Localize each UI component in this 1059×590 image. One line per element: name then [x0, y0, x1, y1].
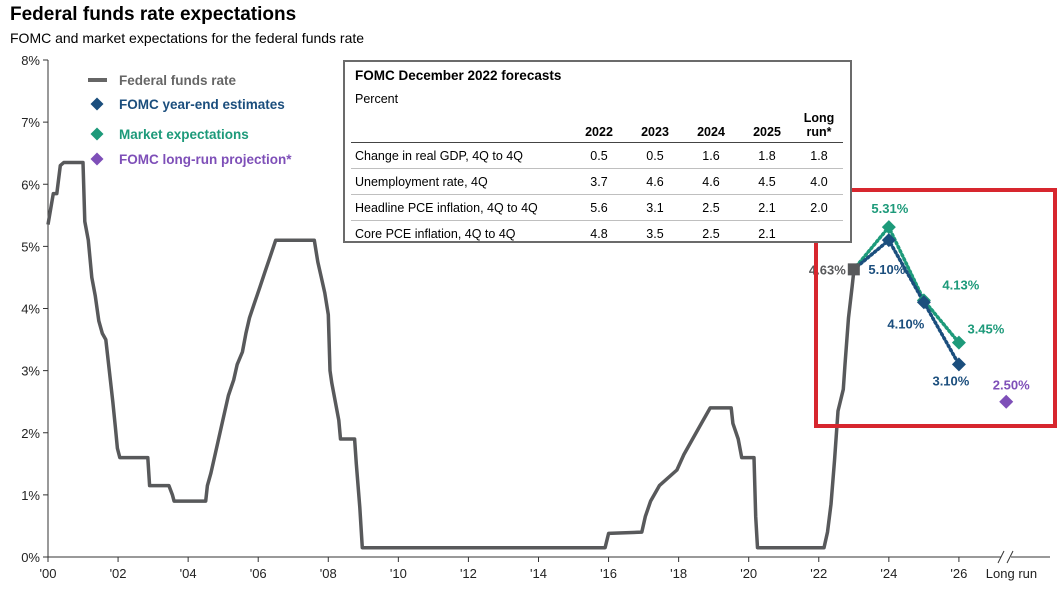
- table-cell: 0.5: [571, 142, 627, 169]
- table-cell: 3.5: [646, 226, 664, 241]
- market-expectation-label: 4.13%: [942, 277, 979, 292]
- table-header-cell: 2024: [683, 109, 739, 143]
- x-tick-label: '02: [110, 566, 127, 581]
- table-title: FOMC December 2022 forecasts: [355, 68, 562, 83]
- plot-area: 4.63% 5.10% 4.10% 3.10% 5.31% 4.13% 3.45% 2.50%: [46, 160, 1030, 550]
- table-cell: 2.5: [683, 194, 739, 221]
- forecast-table: 2022 2023 2024 2025 Long run* Change in …: [351, 109, 843, 246]
- table-cell: 2.0: [795, 194, 843, 221]
- y-tick-label: 0%: [21, 550, 40, 565]
- y-tick-label: 8%: [21, 53, 40, 68]
- table-row: Unemployment rate, 4Q 3.7 4.6 4.6 4.5 4.…: [351, 168, 843, 195]
- chart-legend: Federal funds rate FOMC year-end estimate…: [88, 73, 292, 167]
- table-cell: 4.5: [739, 168, 795, 195]
- y-tick-label: 2%: [21, 426, 40, 441]
- table-cell: 3.1: [627, 194, 683, 221]
- table-cell: 4.8: [590, 226, 608, 241]
- y-tick-label: 1%: [21, 488, 40, 503]
- market-expectation-label: 3.45%: [967, 322, 1004, 337]
- axis-break-mark: [1006, 550, 1014, 564]
- table-row-label: Change in real GDP, 4Q to 4Q: [351, 142, 571, 169]
- table-cell: 2.1: [758, 226, 776, 241]
- fomc-forecast-table: FOMC December 2022 forecasts Percent 202…: [343, 60, 852, 243]
- table-row-label: Headline PCE inflation, 4Q to 4Q: [351, 194, 571, 221]
- chart-subtitle: FOMC and market expectations for the fed…: [10, 30, 365, 46]
- market-expectation-label: 5.31%: [871, 201, 908, 216]
- table-header-cell: Long run*: [795, 109, 843, 143]
- table-cell: 4.6: [683, 168, 739, 195]
- table-header-cell: 2023: [627, 109, 683, 143]
- y-tick-label: 3%: [21, 364, 40, 379]
- x-tick-label: '22: [810, 566, 827, 581]
- market-expectation-point: [881, 220, 896, 235]
- x-tick-label: Long run: [986, 566, 1037, 581]
- longrun-projection-point: [999, 394, 1014, 409]
- fed-funds-rate-line: [46, 160, 856, 550]
- x-tick-label: '04: [180, 566, 197, 581]
- fomc-estimate-point: [951, 357, 966, 372]
- y-tick-label: 5%: [21, 239, 40, 254]
- table-cell: 1.6: [683, 142, 739, 169]
- table-header-cell: 2022: [571, 109, 627, 143]
- table-row: Headline PCE inflation, 4Q to 4Q 5.6 3.1…: [351, 194, 843, 221]
- chart-axes: 0% 1% 2% 3% 4% 5% 6% 7% 8% '00 '02 '04 '06 '08 '10 '12 '…: [21, 53, 1050, 581]
- fomc-estimate-label: 5.10%: [868, 262, 905, 277]
- legend-label: FOMC long-run projection*: [119, 152, 292, 167]
- x-tick-label: '24: [880, 566, 897, 581]
- legend-label: Federal funds rate: [119, 73, 237, 88]
- y-tick-label: 4%: [21, 302, 40, 317]
- legend-diamond-swatch: [90, 127, 104, 141]
- x-tick-label: '18: [670, 566, 687, 581]
- legend-label: Market expectations: [119, 127, 249, 142]
- table-cell: 0.5: [627, 142, 683, 169]
- x-tick-label: '00: [40, 566, 57, 581]
- x-tick-label: '26: [950, 566, 967, 581]
- longrun-projection-label: 2.50%: [993, 378, 1030, 393]
- table-row-label: Core PCE inflation, 4Q to 4Q: [355, 226, 516, 241]
- legend-diamond-swatch: [90, 97, 104, 111]
- table-header-cell: 2025: [739, 109, 795, 143]
- table-cell: 1.8: [739, 142, 795, 169]
- fomc-estimate-label: 3.10%: [932, 373, 969, 388]
- table-cell: 1.8: [795, 142, 843, 169]
- fomc-estimate-point: [916, 295, 931, 310]
- table-cell: 4.6: [627, 168, 683, 195]
- x-tick-label: '10: [390, 566, 407, 581]
- table-row: Core PCE inflation, 4Q to 4Q 4.8 3.5 2.5…: [351, 221, 843, 247]
- fomc-estimates-line: [852, 237, 961, 367]
- forecast-highlight-box: [814, 188, 1057, 428]
- table-header-blank: [351, 109, 571, 143]
- legend-diamond-swatch: [90, 152, 104, 166]
- fomc-estimate-point: [881, 233, 896, 248]
- axis-break-mark: [997, 550, 1005, 564]
- table-cell: [795, 221, 843, 247]
- fomc-estimate-label: 4.10%: [887, 316, 924, 331]
- market-expectations-line: [852, 223, 961, 345]
- x-tick-label: '16: [600, 566, 617, 581]
- table-cell: 4.0: [795, 168, 843, 195]
- x-tick-label: '12: [460, 566, 477, 581]
- market-expectation-point: [951, 335, 966, 350]
- x-tick-label: '14: [530, 566, 547, 581]
- table-unit: Percent: [355, 92, 399, 106]
- table-row: Change in real GDP, 4Q to 4Q 0.5 0.5 1.6…: [351, 142, 843, 169]
- table-cell: 3.7: [571, 168, 627, 195]
- y-tick-label: 6%: [21, 177, 40, 192]
- x-tick-label: '06: [250, 566, 267, 581]
- y-tick-label: 7%: [21, 115, 40, 130]
- current-rate-label: 4.63%: [809, 262, 846, 277]
- x-tick-label: '08: [320, 566, 337, 581]
- table-cell: 5.6: [571, 194, 627, 221]
- current-rate-marker: [847, 263, 860, 276]
- table-cell: 2.1: [739, 194, 795, 221]
- chart-title: Federal funds rate expectations: [10, 4, 297, 25]
- table-cell: 2.5: [702, 226, 720, 241]
- x-tick-label: '20: [740, 566, 757, 581]
- legend-label: FOMC year-end estimates: [119, 97, 285, 112]
- table-row-label: Unemployment rate, 4Q: [351, 168, 571, 195]
- table-header-row: 2022 2023 2024 2025 Long run*: [351, 109, 843, 143]
